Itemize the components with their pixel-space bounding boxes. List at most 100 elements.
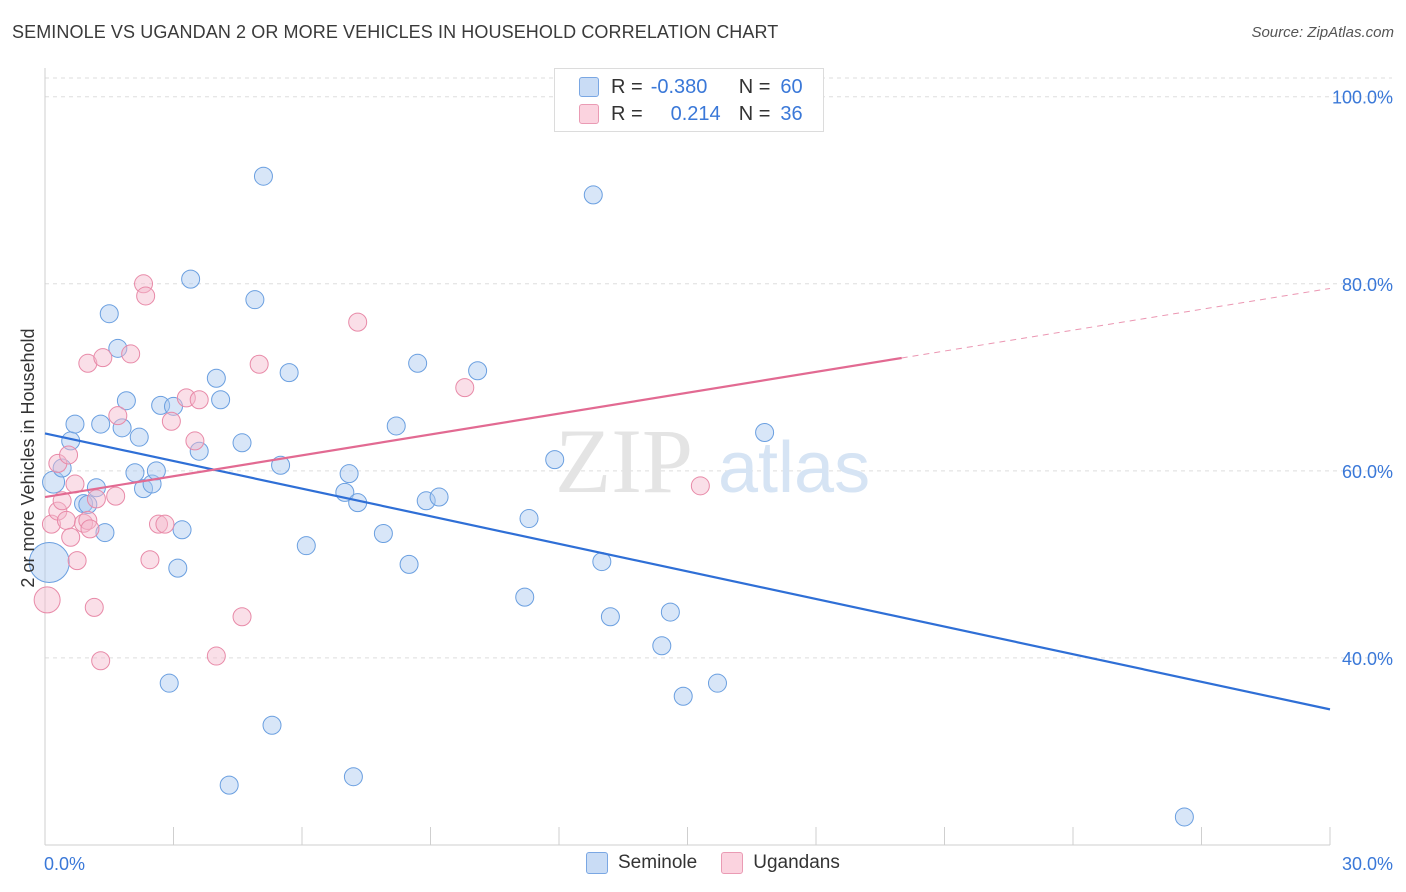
data-point (33, 586, 61, 614)
data-point (707, 673, 727, 693)
r-value: -0.380 (650, 75, 708, 98)
stats-row-seminole: R = -0.380 N = 60 (579, 75, 803, 99)
n-value: 60 (780, 75, 803, 98)
data-point (429, 487, 449, 507)
data-point (348, 312, 368, 332)
data-point (690, 476, 710, 496)
data-point (168, 558, 188, 578)
data-point (159, 673, 179, 693)
data-point (86, 489, 106, 509)
data-point (262, 715, 282, 735)
legend-label-seminole: Seminole (618, 852, 698, 873)
watermark: ZIP atlas (555, 410, 870, 512)
data-point (125, 463, 145, 483)
data-point (80, 519, 100, 539)
data-point (65, 414, 85, 434)
data-point (172, 520, 192, 540)
data-point (219, 775, 239, 795)
axes (44, 68, 1331, 846)
watermark-zip: ZIP (555, 410, 693, 512)
stats-row-ugandans: R = 0.214 N = 36 (579, 102, 803, 126)
r-value: 0.214 (670, 102, 721, 125)
n-label: N = (738, 75, 771, 98)
data-point (279, 363, 299, 383)
data-point (28, 542, 70, 584)
y-tick-label: 40.0% (1342, 649, 1393, 669)
data-point (245, 290, 265, 310)
r-label: R = (611, 75, 643, 98)
data-point (108, 338, 128, 358)
legend-label-ugandans: Ugandans (753, 852, 840, 873)
x-tick-label: 0.0% (44, 854, 85, 874)
data-point (1174, 807, 1194, 827)
data-point (149, 514, 169, 534)
data-point (84, 597, 104, 617)
data-point (106, 486, 126, 506)
data-point (91, 414, 111, 434)
data-point (271, 455, 291, 475)
data-point (652, 636, 672, 656)
data-point (95, 523, 115, 543)
data-point (249, 354, 269, 374)
y-tick-label: 80.0% (1342, 275, 1393, 295)
legend-item-seminole: Seminole (586, 852, 697, 874)
data-point (155, 514, 175, 534)
data-point (67, 551, 87, 571)
data-point (408, 353, 428, 373)
data-point (545, 450, 565, 470)
data-point (134, 274, 154, 294)
data-point (181, 269, 201, 289)
data-point (116, 391, 136, 411)
data-point (189, 441, 209, 461)
seminole-swatch (579, 77, 599, 97)
grid-lines (45, 77, 1392, 659)
data-point (468, 361, 488, 381)
data-point (583, 185, 603, 205)
data-point (134, 479, 154, 499)
y-tick-label: 60.0% (1342, 462, 1393, 482)
data-point (232, 607, 252, 627)
data-point (232, 433, 252, 453)
n-value: 36 (780, 102, 803, 125)
data-point (121, 344, 141, 364)
chart-title: SEMINOLE VS UGANDAN 2 OR MORE VEHICLES I… (12, 22, 779, 42)
ugandans-legend-swatch (721, 852, 744, 874)
data-point (399, 554, 419, 574)
data-point (600, 607, 620, 627)
data-point (91, 651, 111, 671)
data-point (61, 527, 81, 547)
data-point (185, 431, 205, 451)
data-point (343, 767, 363, 787)
data-point (519, 509, 539, 529)
data-point (755, 423, 775, 443)
data-point (673, 686, 693, 706)
data-point (56, 510, 76, 530)
series-seminole-points (28, 166, 1194, 827)
series-ugandans-points (33, 274, 710, 671)
data-point (339, 464, 359, 484)
r-label: R = (611, 102, 643, 125)
legend-item-ugandans: Ugandans (721, 852, 840, 874)
data-point (515, 587, 535, 607)
n-label: N = (738, 102, 771, 125)
data-point (660, 602, 680, 622)
data-point (206, 646, 226, 666)
data-point (455, 378, 475, 398)
data-point (373, 524, 393, 544)
data-point (189, 390, 209, 410)
data-point (93, 348, 113, 368)
data-point (296, 536, 316, 556)
data-point (136, 286, 156, 306)
trend-line-extension-ugandans (901, 287, 1331, 359)
trend-line-ugandans (44, 356, 902, 499)
y-axis-label: 2 or more Vehicles in Household (18, 328, 38, 587)
data-point (59, 445, 79, 465)
data-point (108, 406, 128, 426)
trend-line-seminole (44, 432, 1331, 711)
data-point (140, 550, 160, 570)
data-point (416, 491, 436, 511)
data-point (253, 166, 273, 186)
x-tick-label: 30.0% (1342, 854, 1393, 874)
source-label: Source: ZipAtlas.com (1251, 24, 1394, 41)
